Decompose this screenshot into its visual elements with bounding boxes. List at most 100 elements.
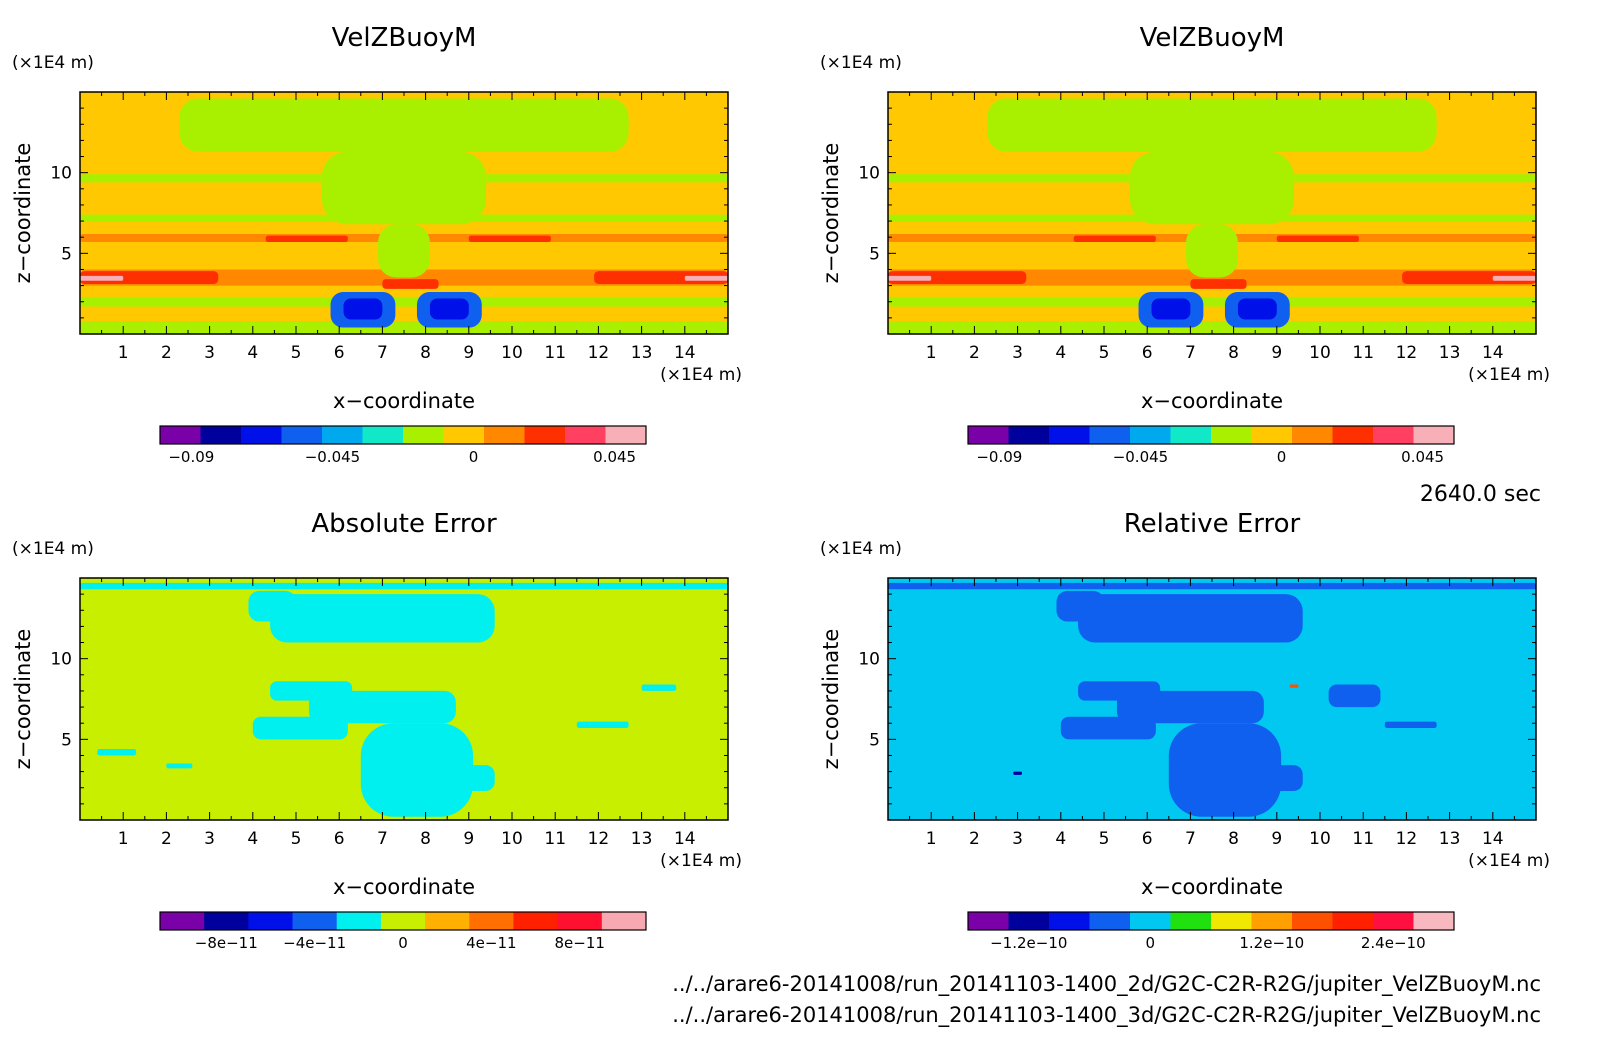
heatmap-region <box>1116 690 1264 724</box>
colorbar-tick-label: 0 <box>1277 448 1287 466</box>
x-unit-label: (×1E4 m) <box>1468 365 1550 385</box>
colorbar-swatch <box>322 426 363 444</box>
heatmap-region <box>888 275 932 281</box>
x-tick-label: 6 <box>334 343 345 363</box>
x-axis: 1 2 3 4 5 6 7 8 9 10 11 12 13 14(×1E4 m)x−coordinate <box>887 578 1550 899</box>
colorbar-tick-label: −4e−11 <box>283 934 346 952</box>
colorbar-swatch <box>469 912 514 930</box>
colorbar-swatch <box>204 912 249 930</box>
x-tick-label: 3 <box>1012 343 1023 363</box>
x-axis-title: x−coordinate <box>1141 389 1283 413</box>
x-tick-label: 7 <box>1185 829 1196 849</box>
x-tick-label: 4 <box>1055 829 1066 849</box>
heatmap-region <box>888 296 1536 307</box>
chart-title: Relative Error <box>1124 509 1301 539</box>
heatmap-region <box>80 275 124 281</box>
heatmap-field <box>80 92 728 334</box>
colorbar: −1.2e−10 0 1.2e−10 2.4e−10 <box>967 911 1455 952</box>
heatmap-region <box>1151 298 1191 320</box>
y-axis: 5 10 (×1E4 m) z−coordinate <box>819 539 1536 821</box>
x-tick-label: 1 <box>926 829 937 849</box>
colorbar-swatch <box>200 426 242 444</box>
x-tick-label: 6 <box>334 829 345 849</box>
heatmap-region <box>1328 684 1381 708</box>
x-tick-label: 13 <box>631 829 653 849</box>
x-tick-label: 7 <box>1185 343 1196 363</box>
colorbar-swatch <box>484 426 525 444</box>
x-tick-label: 1 <box>118 343 129 363</box>
x-axis-title: x−coordinate <box>333 875 475 899</box>
colorbar-swatch <box>524 426 566 444</box>
colorbar-frame <box>967 425 1455 445</box>
colorbar-swatch <box>1251 912 1293 930</box>
colorbar-swatch <box>605 426 647 444</box>
colorbar-swatch <box>1211 426 1252 444</box>
colorbar-swatch <box>362 426 404 444</box>
x-tick-label: 14 <box>1482 829 1504 849</box>
colorbar-swatch <box>1413 426 1455 444</box>
colorbar-swatch <box>403 426 444 444</box>
x-tick-label: 7 <box>377 343 388 363</box>
heatmap-region <box>1190 279 1247 289</box>
colorbar-swatch <box>1332 426 1374 444</box>
y-tick-label: 10 <box>50 164 72 184</box>
colorbar-swatch <box>1130 426 1171 444</box>
colorbar-swatch <box>425 912 470 930</box>
x-tick-label: 10 <box>501 343 523 363</box>
heatmap-region <box>80 582 728 590</box>
y-axis-title: z−coordinate <box>11 629 35 770</box>
colorbar-tick-label: 4e−11 <box>466 934 516 952</box>
x-tick-label: 11 <box>544 829 566 849</box>
heatmap-region <box>1384 721 1437 729</box>
colorbar-swatch <box>1251 426 1293 444</box>
x-tick-label: 8 <box>420 829 431 849</box>
x-tick-label: 2 <box>161 343 172 363</box>
x-tick-label: 11 <box>544 343 566 363</box>
colorbar-frame <box>159 425 647 445</box>
colorbar-swatch <box>248 912 294 930</box>
colorbar-swatch <box>1170 426 1212 444</box>
colorbar-swatch <box>1089 426 1131 444</box>
colorbar-tick-label: 0.045 <box>1401 448 1444 466</box>
colorbar-frame <box>967 911 1455 931</box>
heatmap-region <box>1013 771 1022 775</box>
y-axis: 5 10 (×1E4 m) z−coordinate <box>11 53 728 335</box>
colorbar-tick-label: −8e−11 <box>195 934 258 952</box>
chart-title: VelZBuoyM <box>1140 23 1285 53</box>
heatmap-region <box>1078 594 1303 643</box>
x-tick-label: 10 <box>1309 829 1331 849</box>
colorbar-tick-label: −0.09 <box>976 448 1022 466</box>
heatmap-field <box>888 92 1536 334</box>
heatmap-region <box>1276 235 1359 243</box>
colorbar-swatch <box>443 426 485 444</box>
colorbar-swatch <box>513 912 559 930</box>
x-tick-label: 2 <box>969 343 980 363</box>
heatmap-field <box>888 578 1536 820</box>
heatmap-region <box>80 296 728 307</box>
x-axis: 1 2 3 4 5 6 7 8 9 10 11 12 13 14(×1E4 m)x−coordinate <box>79 92 742 413</box>
colorbar-swatch <box>1292 912 1333 930</box>
x-tick-label: 12 <box>1396 343 1418 363</box>
x-axis-title: x−coordinate <box>1141 875 1283 899</box>
heatmap-region <box>684 275 728 281</box>
colorbar-swatch <box>1292 426 1333 444</box>
y-unit-label: (×1E4 m) <box>820 53 902 73</box>
x-tick-label: 12 <box>1396 829 1418 849</box>
heatmap-region <box>360 723 474 817</box>
y-axis: 5 10 (×1E4 m) z−coordinate <box>819 53 1536 335</box>
x-tick-label: 14 <box>674 829 696 849</box>
file-path-2d: ../../arare6-20141008/run_20141103-1400_… <box>672 972 1541 997</box>
x-tick-label: 2 <box>161 829 172 849</box>
chart-panel-bottom-right: 1 2 3 4 5 6 7 8 9 10 11 12 13 14(×1E4 m)x−coordinate5… <box>819 509 1550 952</box>
x-tick-label: 12 <box>588 829 610 849</box>
x-tick-label: 9 <box>463 343 474 363</box>
colorbar: −0.09 −0.045 0 0.045 <box>967 425 1455 466</box>
colorbar-tick-label: −0.045 <box>305 448 361 466</box>
colorbar-swatch <box>1211 912 1252 930</box>
heatmap-region <box>308 690 456 724</box>
chart-title: Absolute Error <box>311 509 497 539</box>
colorbar-swatch <box>1130 912 1171 930</box>
x-tick-label: 8 <box>1228 343 1239 363</box>
x-tick-label: 10 <box>501 829 523 849</box>
x-tick-label: 4 <box>247 343 258 363</box>
